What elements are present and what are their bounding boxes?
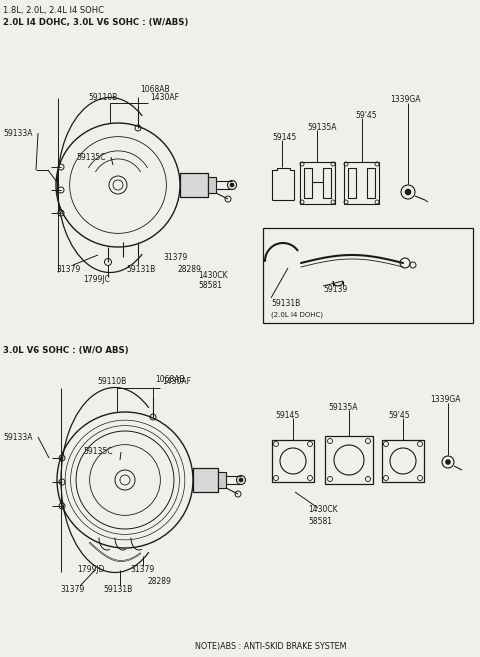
Circle shape bbox=[230, 183, 234, 187]
Bar bbox=[272, 440, 314, 482]
Text: 59110B: 59110B bbox=[88, 93, 117, 101]
Text: 1068AB: 1068AB bbox=[140, 85, 169, 95]
Text: 59145: 59145 bbox=[275, 411, 299, 420]
Text: 1339GA: 1339GA bbox=[390, 95, 420, 104]
Text: 59133A: 59133A bbox=[3, 432, 33, 442]
Text: 31379: 31379 bbox=[130, 566, 154, 574]
Text: 1.8L, 2.0L, 2.4L I4 SOHC: 1.8L, 2.0L, 2.4L I4 SOHC bbox=[3, 7, 104, 16]
Text: 31379: 31379 bbox=[163, 252, 187, 261]
Bar bbox=[382, 440, 424, 482]
Bar bbox=[304, 168, 312, 198]
Text: 31379: 31379 bbox=[60, 585, 84, 595]
Text: 59145: 59145 bbox=[272, 133, 296, 141]
Text: 58581: 58581 bbox=[198, 281, 222, 290]
Text: 2.0L I4 DOHC, 3.0L V6 SOHC : (W/ABS): 2.0L I4 DOHC, 3.0L V6 SOHC : (W/ABS) bbox=[3, 18, 188, 26]
Text: 1430CK: 1430CK bbox=[308, 505, 337, 514]
Text: 1339GA: 1339GA bbox=[430, 396, 460, 405]
Text: 59135A: 59135A bbox=[307, 122, 336, 131]
Circle shape bbox=[445, 459, 451, 464]
Text: 59139: 59139 bbox=[323, 286, 347, 294]
Text: 1799JD: 1799JD bbox=[77, 566, 105, 574]
Circle shape bbox=[239, 478, 243, 482]
Text: 59133A: 59133A bbox=[3, 129, 33, 137]
Text: 28289: 28289 bbox=[147, 576, 171, 585]
Text: 59135C: 59135C bbox=[76, 152, 106, 162]
Bar bbox=[193, 468, 218, 492]
Bar bbox=[300, 162, 335, 204]
Text: 1799JC: 1799JC bbox=[83, 275, 110, 284]
Text: 59131B: 59131B bbox=[271, 300, 300, 309]
Bar bbox=[323, 168, 331, 198]
Text: 58581: 58581 bbox=[308, 516, 332, 526]
Bar bbox=[325, 436, 373, 484]
Text: 59131B: 59131B bbox=[126, 265, 155, 273]
Text: 59'45: 59'45 bbox=[388, 411, 409, 420]
Text: 28289: 28289 bbox=[178, 265, 202, 273]
Text: 31379: 31379 bbox=[56, 265, 80, 273]
Bar bbox=[367, 168, 375, 198]
Text: NOTE)ABS : ANTI-SKID BRAKE SYSTEM: NOTE)ABS : ANTI-SKID BRAKE SYSTEM bbox=[195, 643, 347, 652]
Bar bbox=[180, 173, 208, 197]
Text: 1430CK: 1430CK bbox=[198, 271, 228, 279]
Bar bbox=[348, 168, 356, 198]
Bar bbox=[263, 228, 473, 323]
Text: 59135C: 59135C bbox=[83, 447, 112, 457]
Text: 59131B: 59131B bbox=[103, 585, 132, 595]
Bar bbox=[208, 177, 216, 193]
Text: 1068AB: 1068AB bbox=[155, 376, 185, 384]
Text: 1430AF: 1430AF bbox=[162, 378, 191, 386]
Circle shape bbox=[405, 189, 411, 195]
Bar bbox=[344, 162, 379, 204]
Text: 3.0L V6 SOHC : (W/O ABS): 3.0L V6 SOHC : (W/O ABS) bbox=[3, 346, 129, 355]
Text: (2.0L I4 DOHC): (2.0L I4 DOHC) bbox=[271, 312, 323, 318]
Text: 59'45: 59'45 bbox=[355, 110, 377, 120]
Text: 59110B: 59110B bbox=[97, 378, 126, 386]
Text: 1430AF: 1430AF bbox=[150, 93, 179, 101]
Bar bbox=[218, 472, 226, 488]
Text: 59135A: 59135A bbox=[328, 403, 358, 411]
